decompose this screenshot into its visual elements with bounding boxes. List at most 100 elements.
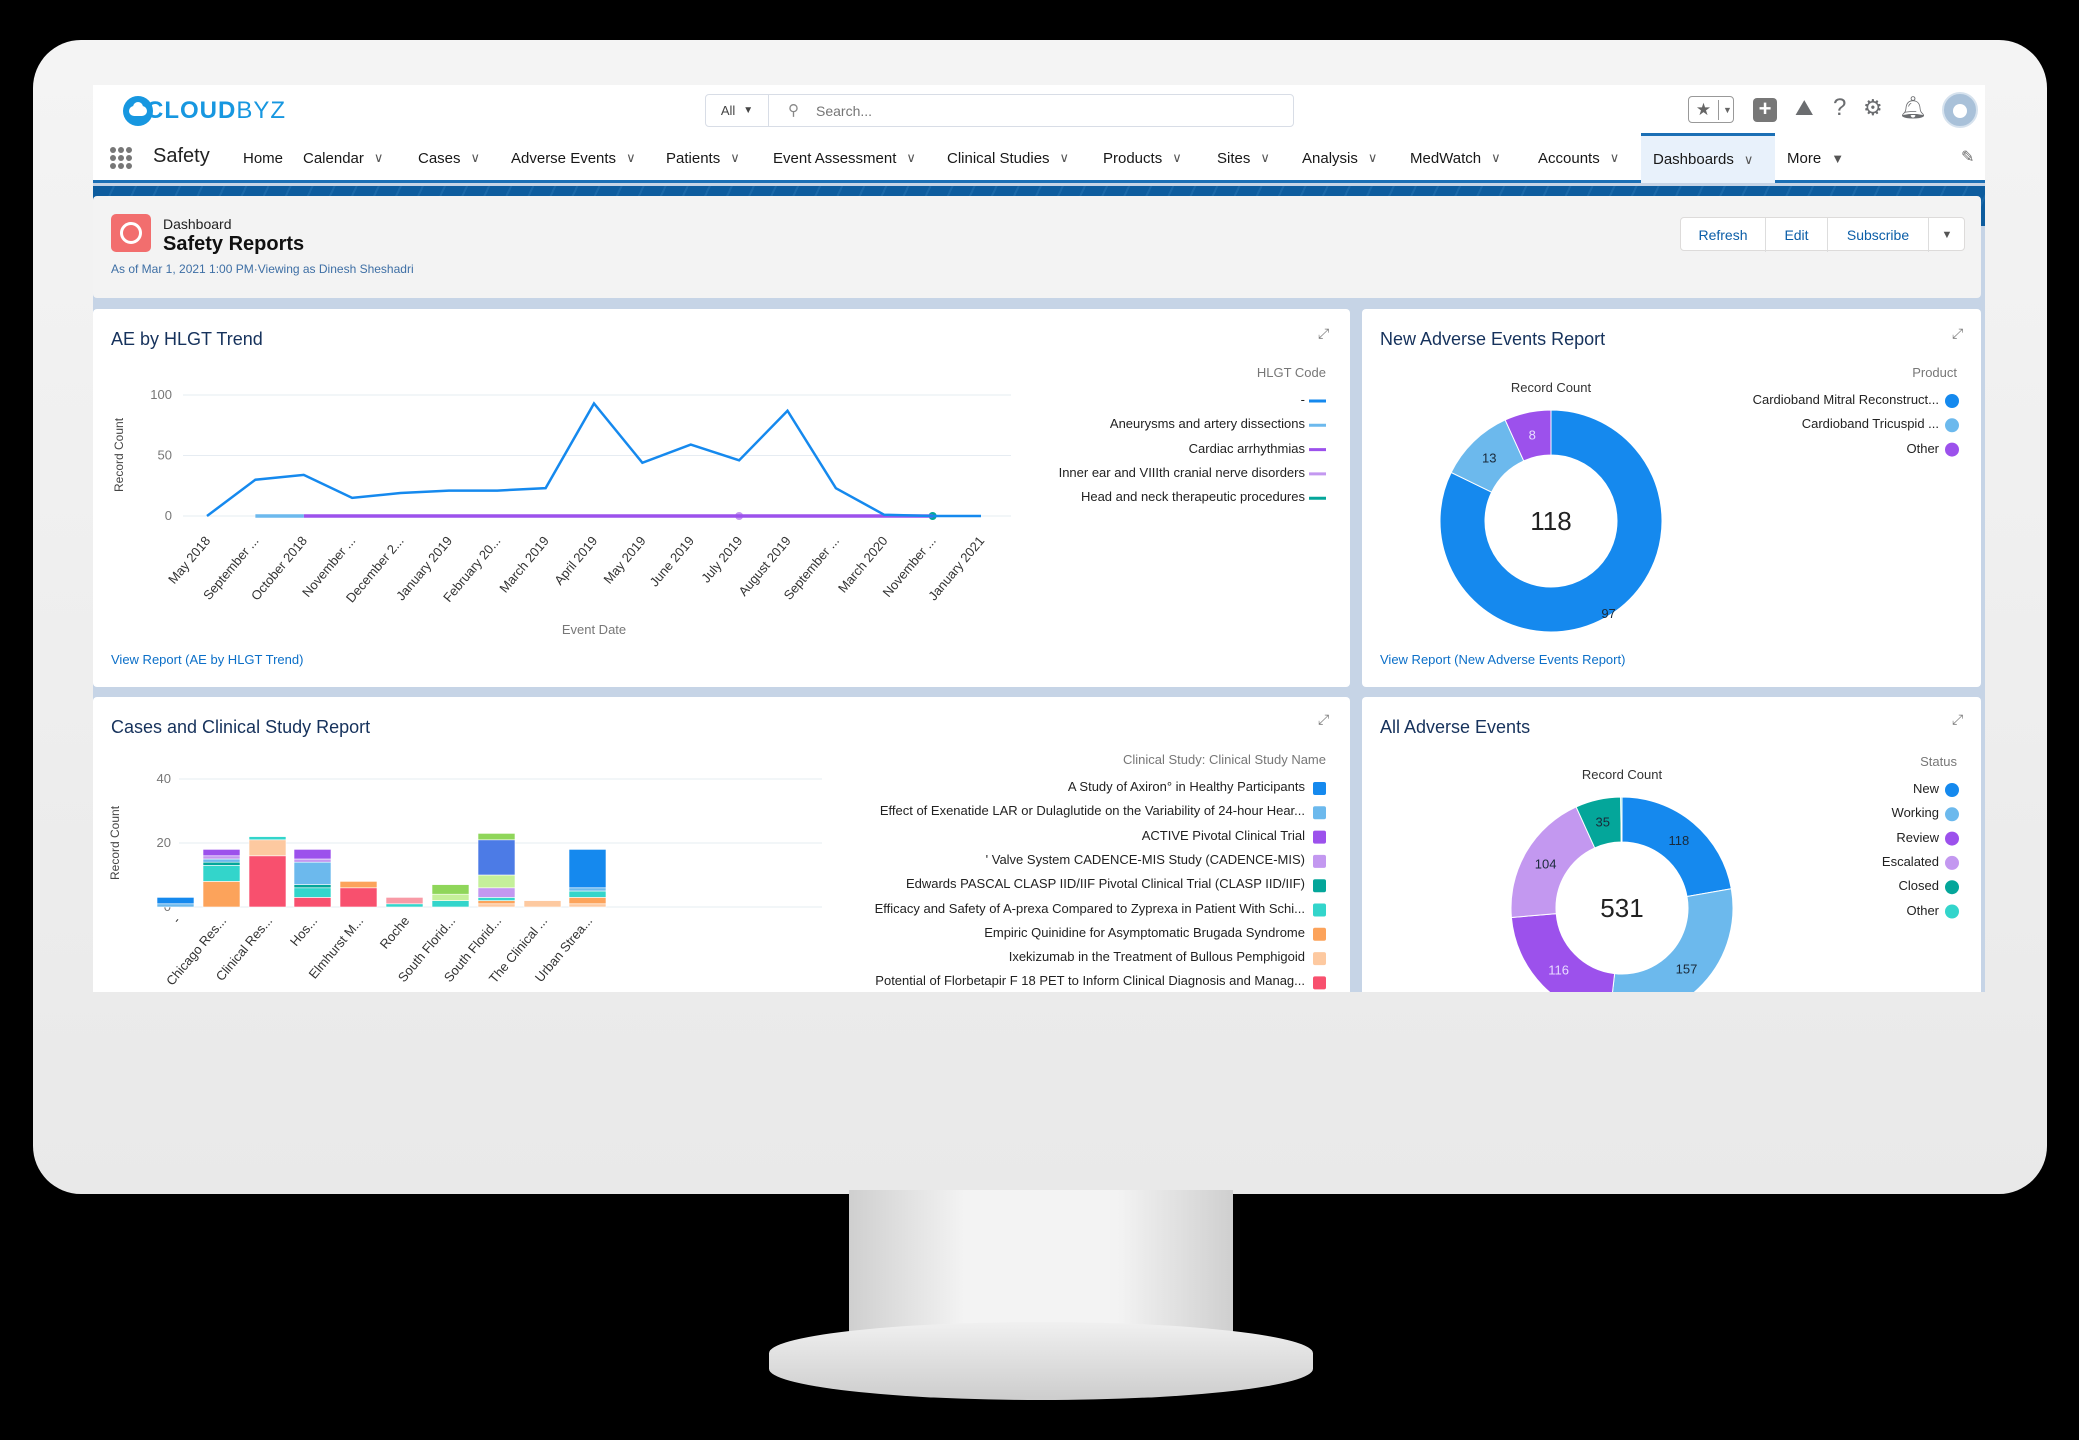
bar-segment bbox=[293, 897, 332, 908]
donut-slice bbox=[1504, 409, 1552, 462]
nav-tab[interactable]: Products ∨ bbox=[1091, 133, 1194, 183]
caret-down-icon: ▼ bbox=[743, 105, 754, 116]
caret-down-icon: ▼ bbox=[1723, 104, 1732, 115]
slice-label: 8 bbox=[1529, 427, 1536, 442]
search-input[interactable] bbox=[816, 99, 1276, 123]
expand-icon[interactable]: ⤢ bbox=[1952, 711, 1964, 727]
bar-segment bbox=[568, 887, 607, 892]
favorites-button[interactable]: ★ ▼ bbox=[1688, 96, 1734, 123]
donut-title: Record Count bbox=[1511, 380, 1592, 395]
nav-tab-label: MedWatch bbox=[1410, 149, 1482, 167]
chevron-down-icon[interactable]: ∨ bbox=[1491, 150, 1501, 165]
nav-tab[interactable]: Analysis ∨ bbox=[1290, 133, 1389, 183]
bell-icon[interactable]: 🔔︎ bbox=[1899, 95, 1927, 120]
legend-item-label: Cardioband Tricuspid ... bbox=[1801, 416, 1939, 432]
nav-tab[interactable]: Calendar ∨ bbox=[291, 133, 395, 183]
help-icon[interactable]: ? bbox=[1833, 94, 1847, 121]
nav-tab-label: Products bbox=[1103, 149, 1163, 167]
y-tick-label: 20 bbox=[157, 835, 171, 850]
nav-tab[interactable]: Accounts ∨ bbox=[1526, 133, 1631, 183]
legend-swatch bbox=[1945, 442, 1959, 457]
dashboard-icon bbox=[111, 214, 151, 252]
nav-tab-label: Home bbox=[243, 149, 284, 167]
brand-logo[interactable]: CLOUDBYZ bbox=[146, 97, 287, 124]
app-launcher-icon[interactable] bbox=[110, 147, 132, 169]
plus-icon[interactable]: + bbox=[1753, 98, 1777, 122]
legend-title: HLGT Code bbox=[1256, 365, 1326, 380]
chevron-down-icon[interactable]: ∨ bbox=[1059, 150, 1070, 165]
nav-tab[interactable]: Patients ∨ bbox=[654, 133, 752, 183]
legend-item-label: Efficacy and Safety of A-prexa Compared … bbox=[874, 900, 1305, 916]
x-tick-label: June 2019 bbox=[647, 533, 698, 589]
nav-tab[interactable]: Dashboards ∨ bbox=[1641, 133, 1775, 183]
search-scope-select[interactable]: All ▼ bbox=[706, 95, 769, 126]
chevron-down-icon[interactable]: ∨ bbox=[626, 150, 636, 165]
slice-label: 116 bbox=[1548, 963, 1569, 978]
nav-tab[interactable]: MedWatch ∨ bbox=[1398, 133, 1513, 183]
nav-tab-label: Accounts bbox=[1538, 149, 1600, 167]
chevron-down-icon[interactable]: ∨ bbox=[1260, 150, 1270, 165]
legend-item-label: Review bbox=[1896, 829, 1939, 845]
nav-tab-label: Event Assessment bbox=[773, 149, 897, 167]
legend-title: Product bbox=[1912, 365, 1957, 380]
nav-tab-label: Patients bbox=[666, 149, 721, 167]
panel-ae-trend: AE by HLGT Trend ⤢ View Report (AE by HL… bbox=[93, 309, 1350, 687]
legend-swatch bbox=[1945, 783, 1959, 797]
bar-segment bbox=[431, 893, 470, 901]
legend-item-label: Other bbox=[1906, 902, 1939, 918]
expand-icon[interactable]: ⤢ bbox=[1318, 711, 1330, 727]
legend-swatch bbox=[1313, 927, 1326, 941]
expand-icon[interactable]: ⤢ bbox=[1952, 325, 1964, 341]
chevron-down-icon[interactable]: ∨ bbox=[1743, 151, 1754, 167]
legend-swatch bbox=[1945, 831, 1959, 846]
nav-tab[interactable]: Cases ∨ bbox=[406, 133, 492, 183]
refresh-button[interactable]: Refresh bbox=[1681, 218, 1766, 252]
x-tick-label: - bbox=[169, 913, 183, 926]
nav-tab[interactable]: More ▼ bbox=[1775, 133, 1856, 183]
legend-swatch bbox=[1313, 903, 1326, 917]
trailhead-icon[interactable]: ⛰ bbox=[1795, 95, 1814, 120]
legend-item-label: Potential of Florbetapir F 18 PET to Inf… bbox=[875, 973, 1305, 989]
chevron-down-icon[interactable]: ∨ bbox=[1367, 150, 1378, 165]
view-report-link[interactable]: View Report (New Adverse Events Report) bbox=[1380, 652, 1626, 667]
y-tick-label: 100 bbox=[150, 387, 172, 402]
nav-tab[interactable]: Clinical Studies ∨ bbox=[935, 133, 1081, 183]
bar-segment bbox=[293, 887, 332, 898]
gear-icon[interactable]: ⚙ bbox=[1863, 95, 1883, 120]
chevron-down-icon[interactable]: ∨ bbox=[373, 150, 384, 165]
legend-item-label: Other bbox=[1906, 440, 1939, 456]
nav-tab-label: Analysis bbox=[1302, 149, 1358, 167]
chevron-down-icon[interactable]: ∨ bbox=[730, 150, 740, 165]
nav-tab[interactable]: Sites ∨ bbox=[1205, 133, 1282, 183]
legend-title: Clinical Study: Clinical Study Name bbox=[1122, 752, 1326, 767]
bar-segment bbox=[293, 861, 332, 885]
edit-button[interactable]: Edit bbox=[1766, 218, 1828, 252]
legend-swatch bbox=[1945, 904, 1959, 919]
more-actions-dropdown[interactable]: ▼ bbox=[1941, 229, 1953, 241]
chevron-down-icon[interactable]: ∨ bbox=[1609, 150, 1620, 165]
expand-icon[interactable]: ⤢ bbox=[1318, 325, 1330, 341]
button-group: Refresh Edit Subscribe ▼ bbox=[1680, 217, 1965, 252]
bar-segment bbox=[568, 903, 607, 908]
legend-swatch bbox=[1313, 806, 1326, 820]
nav-tab-label: More bbox=[1787, 149, 1822, 167]
subscribe-button[interactable]: Subscribe bbox=[1828, 218, 1929, 252]
view-report-link[interactable]: View Report (AE by HLGT Trend) bbox=[111, 652, 304, 667]
chevron-down-icon[interactable]: ∨ bbox=[1172, 150, 1182, 165]
chevron-down-icon[interactable]: ∨ bbox=[470, 150, 481, 165]
edit-nav-icon[interactable]: ✎ bbox=[1961, 149, 1975, 166]
app-nav-bar: Safety Home Calendar ∨ Cases ∨ Adverse Events… bbox=[93, 133, 1985, 183]
avatar[interactable] bbox=[1942, 92, 1978, 128]
global-search: All ▼ ⚲ bbox=[705, 94, 1294, 127]
x-tick-label: May 2019 bbox=[600, 533, 648, 586]
chevron-down-icon[interactable]: ∨ bbox=[906, 150, 916, 165]
nav-tab[interactable]: Adverse Events ∨ bbox=[499, 133, 648, 183]
chevron-down-icon[interactable]: ▼ bbox=[1831, 150, 1845, 166]
bar-segment bbox=[477, 874, 516, 889]
slice-label: 157 bbox=[1676, 962, 1698, 977]
bar-segment bbox=[431, 884, 470, 895]
nav-tab[interactable]: Home bbox=[231, 133, 295, 183]
nav-tab[interactable]: Event Assessment ∨ bbox=[761, 133, 928, 183]
bar-segment bbox=[248, 839, 287, 857]
